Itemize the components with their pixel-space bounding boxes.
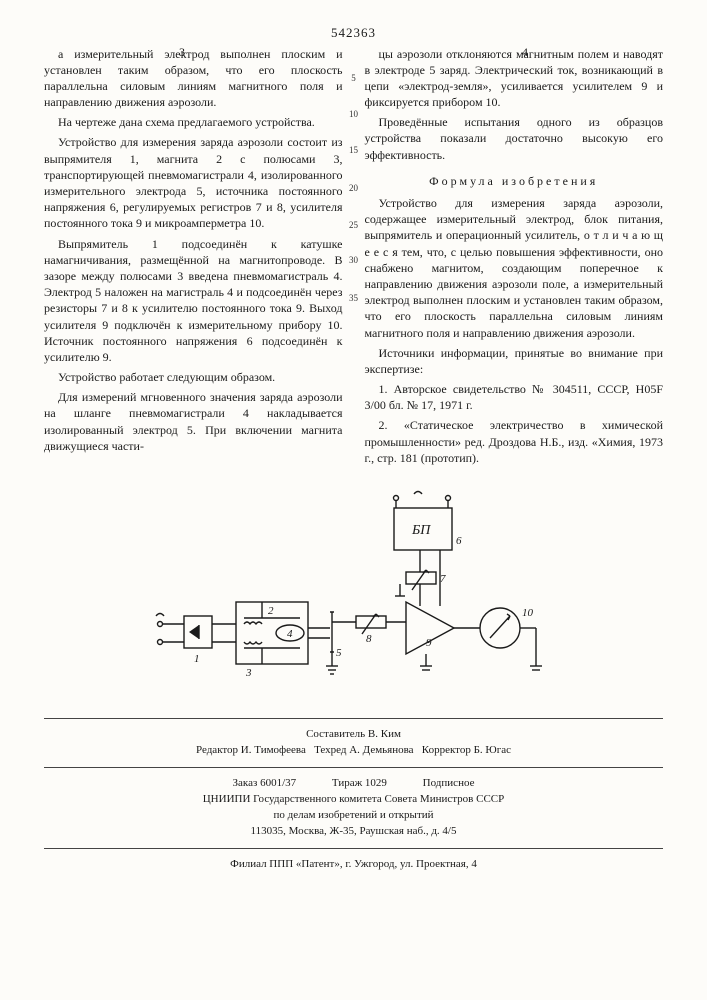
line-number: 30 (344, 254, 364, 266)
svg-text:5: 5 (336, 647, 342, 659)
footer-block: Составитель В. Ким Редактор И. Тимофеева… (44, 718, 663, 873)
footer-compiler: Составитель В. Ким (44, 727, 663, 743)
line-number: 5 (344, 72, 364, 84)
formula-paragraph: Источники информации, принятые во вниман… (365, 345, 664, 377)
col-num-right: 4 (522, 44, 528, 60)
formula-paragraph: 1. Авторское свидетельство № 304511, ССС… (365, 381, 664, 413)
footer-branch: Филиал ППП «Патент», г. Ужгород, ул. Про… (44, 857, 663, 873)
footer-order: Заказ 6001/37 Тираж 1029 Подписное (44, 776, 663, 792)
body-paragraph: На чертеже дана схема предлагаемого устр… (44, 114, 343, 130)
line-number: 10 (344, 108, 364, 120)
line-number: 15 (344, 144, 364, 156)
separator (44, 848, 663, 849)
formula-paragraph: 2. «Статическое электричество в химическ… (365, 417, 664, 466)
line-number: 35 (344, 292, 364, 304)
footer-org1: ЦНИИПИ Государственного комитета Совета … (44, 792, 663, 808)
footer-editors: Редактор И. Тимофеева Техред А. Демьянов… (44, 743, 663, 759)
circuit-diagram: 1 2 3 4 5 8 9 10 7 БП 6 (144, 484, 564, 704)
formula-paragraph: Устройство для измерения заряда аэрозоли… (365, 195, 664, 341)
svg-text:8: 8 (366, 633, 372, 645)
svg-text:2: 2 (268, 605, 274, 617)
svg-text:10: 10 (522, 607, 534, 619)
line-number: 25 (344, 219, 364, 231)
body-paragraph: Устройство работает следующим образом. (44, 369, 343, 385)
separator (44, 767, 663, 768)
left-column: а измерительный электрод выполнен плоски… (44, 46, 343, 471)
patent-number: 542363 (44, 24, 663, 42)
body-paragraph: а измерительный электрод выполнен плоски… (44, 46, 343, 111)
svg-text:7: 7 (440, 573, 446, 585)
text-columns: 3 4 5 10 15 20 25 30 35 а измерительный электр… (44, 46, 663, 471)
right-column: цы аэрозоли отклоняются магнитным полем … (365, 46, 664, 471)
body-paragraph: Для измерений мгновенного значения заряд… (44, 389, 343, 454)
formula-title: Формула изобретения (365, 173, 664, 189)
body-paragraph: Выпрямитель 1 подсоединён к катушке нама… (44, 236, 343, 366)
line-number: 20 (344, 182, 364, 194)
svg-text:6: 6 (456, 535, 462, 547)
svg-text:4: 4 (287, 628, 293, 640)
svg-text:БП: БП (411, 523, 431, 538)
body-paragraph: Проведённые испытания одного из образцов… (365, 114, 664, 163)
footer-addr: 113035, Москва, Ж-35, Раушская наб., д. … (44, 824, 663, 840)
separator (44, 718, 663, 719)
footer-org2: по делам изобретений и открытий (44, 808, 663, 824)
col-num-left: 3 (179, 44, 185, 60)
svg-text:1: 1 (194, 653, 200, 665)
body-paragraph: цы аэрозоли отклоняются магнитным полем … (365, 46, 664, 111)
svg-text:3: 3 (245, 667, 252, 679)
body-paragraph: Устройство для измерения заряда аэрозоли… (44, 134, 343, 231)
svg-text:9: 9 (426, 637, 432, 649)
